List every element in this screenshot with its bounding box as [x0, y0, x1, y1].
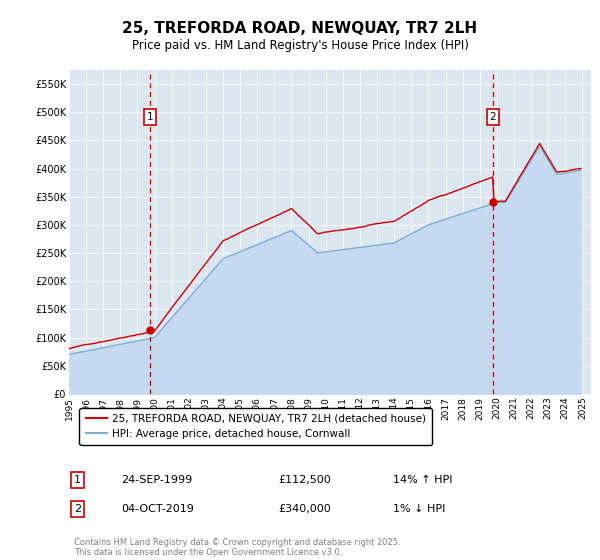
Text: Contains HM Land Registry data © Crown copyright and database right 2025.
This d: Contains HM Land Registry data © Crown c… — [74, 538, 401, 557]
Text: 24-SEP-1999: 24-SEP-1999 — [121, 475, 193, 486]
Legend: 25, TREFORDA ROAD, NEWQUAY, TR7 2LH (detached house), HPI: Average price, detach: 25, TREFORDA ROAD, NEWQUAY, TR7 2LH (det… — [79, 408, 432, 445]
Text: 1% ↓ HPI: 1% ↓ HPI — [392, 504, 445, 514]
Text: 1: 1 — [74, 475, 81, 486]
Text: 2: 2 — [490, 112, 496, 122]
Text: 14% ↑ HPI: 14% ↑ HPI — [392, 475, 452, 486]
Text: 25, TREFORDA ROAD, NEWQUAY, TR7 2LH: 25, TREFORDA ROAD, NEWQUAY, TR7 2LH — [122, 21, 478, 36]
Text: 1: 1 — [146, 112, 153, 122]
Text: £340,000: £340,000 — [278, 504, 331, 514]
Text: Price paid vs. HM Land Registry's House Price Index (HPI): Price paid vs. HM Land Registry's House … — [131, 39, 469, 52]
Text: 04-OCT-2019: 04-OCT-2019 — [121, 504, 194, 514]
Text: £112,500: £112,500 — [278, 475, 331, 486]
Text: 2: 2 — [74, 504, 82, 514]
